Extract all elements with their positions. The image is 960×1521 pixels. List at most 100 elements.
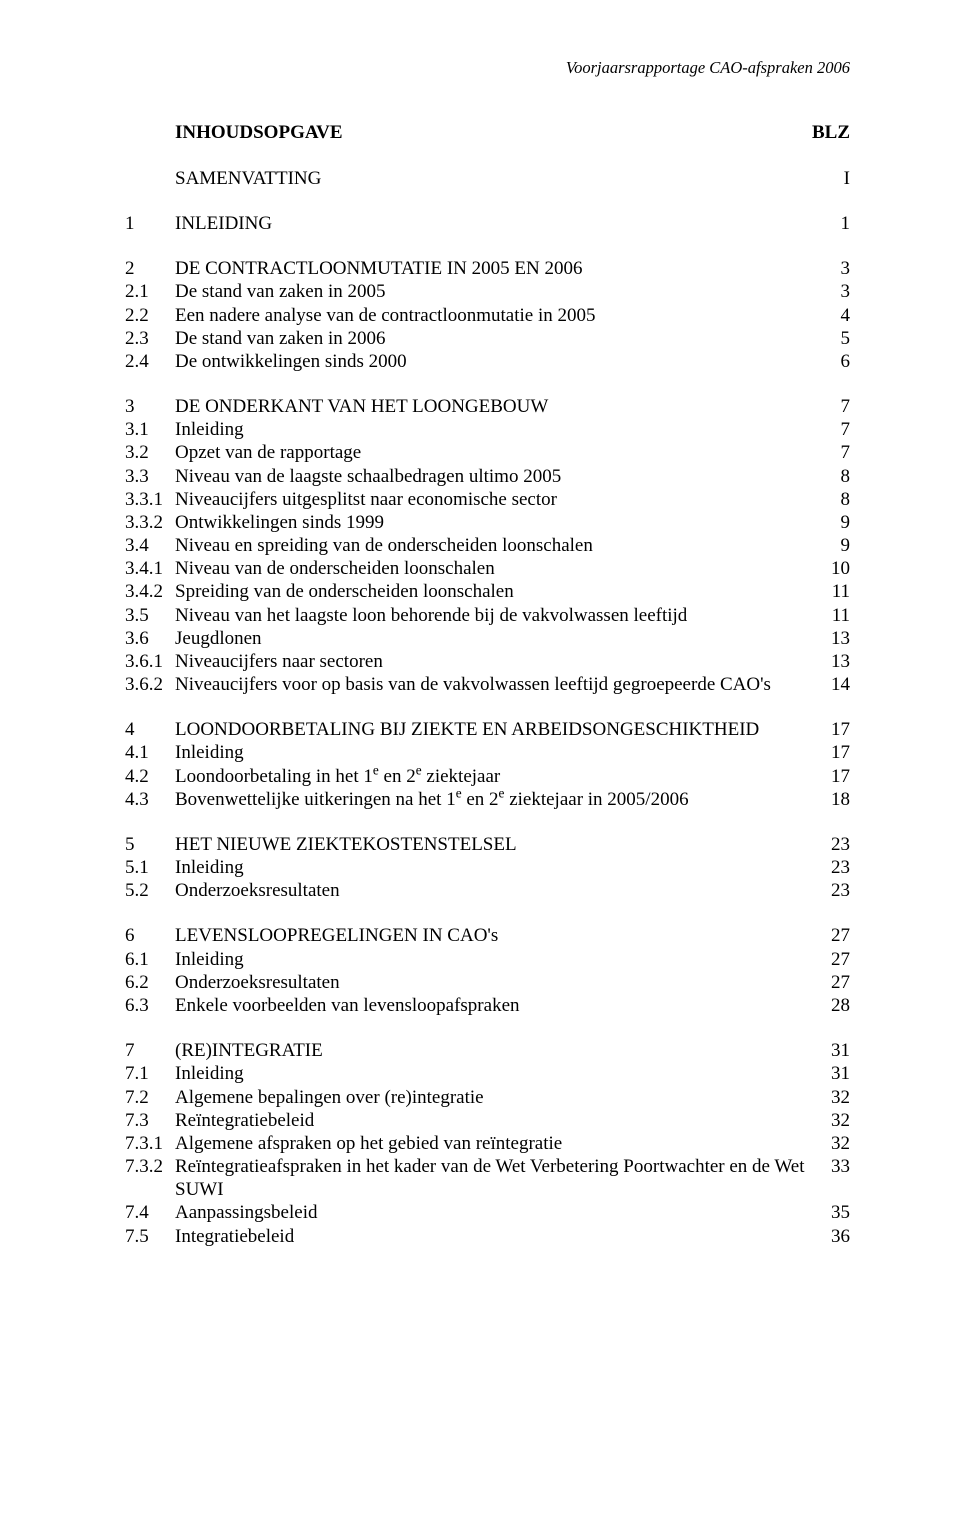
toc-entry-number: 3.3.2 bbox=[125, 511, 175, 534]
toc-header-row: INHOUDSOPGAVE BLZ bbox=[175, 122, 850, 144]
toc-entry-label: Niveau van het laagste loon behorende bi… bbox=[175, 604, 816, 627]
toc-row: 7.1Inleiding31 bbox=[125, 1062, 850, 1085]
toc-entry-label: LOONDOORBETALING BIJ ZIEKTE EN ARBEIDSON… bbox=[175, 718, 816, 741]
toc-entry-number: 3.4 bbox=[125, 534, 175, 557]
toc-summary-row: SAMENVATTING I bbox=[175, 168, 850, 190]
toc-entry-label: Niveaucijfers voor op basis van de vakvo… bbox=[175, 673, 816, 696]
toc-row: 3.3Niveau van de laagste schaalbedragen … bbox=[125, 465, 850, 488]
toc-entry-page: 8 bbox=[816, 488, 850, 511]
toc-group: 6LEVENSLOOPREGELINGEN IN CAO's276.1Inlei… bbox=[125, 924, 850, 1017]
toc-entry-number: 3.3.1 bbox=[125, 488, 175, 511]
toc-entry-label: DE ONDERKANT VAN HET LOONGEBOUW bbox=[175, 395, 816, 418]
toc-entry-label: Niveaucijfers naar sectoren bbox=[175, 650, 816, 673]
toc-entry-page: 11 bbox=[816, 580, 850, 603]
toc-entry-number: 2.3 bbox=[125, 327, 175, 350]
toc-row: 7.3.2Reïntegratieafspraken in het kader … bbox=[125, 1155, 850, 1201]
toc-entry-page: 1 bbox=[816, 212, 850, 235]
toc-row: 7.3Reïntegratiebeleid32 bbox=[125, 1109, 850, 1132]
toc-row: 2.2Een nadere analyse van de contractloo… bbox=[125, 304, 850, 327]
toc-group: 2DE CONTRACTLOONMUTATIE IN 2005 EN 20063… bbox=[125, 257, 850, 373]
toc-entry-number: 3.4.2 bbox=[125, 580, 175, 603]
toc-entry-label: Inleiding bbox=[175, 418, 816, 441]
toc-entry-label: Inleiding bbox=[175, 1062, 816, 1085]
toc-entry-page: 14 bbox=[816, 673, 850, 696]
toc-entry-number: 4 bbox=[125, 718, 175, 741]
toc-entry-label: Ontwikkelingen sinds 1999 bbox=[175, 511, 816, 534]
toc-row: 5HET NIEUWE ZIEKTEKOSTENSTELSEL23 bbox=[125, 833, 850, 856]
toc-row: 2.4De ontwikkelingen sinds 20006 bbox=[125, 350, 850, 373]
toc-entry-page: 31 bbox=[816, 1039, 850, 1062]
toc-entry-page: 27 bbox=[816, 971, 850, 994]
toc-entry-page: 11 bbox=[816, 604, 850, 627]
toc-entry-label: DE CONTRACTLOONMUTATIE IN 2005 EN 2006 bbox=[175, 257, 816, 280]
toc-row: 3.3.1Niveaucijfers uitgesplitst naar eco… bbox=[125, 488, 850, 511]
toc-summary-label: SAMENVATTING bbox=[175, 168, 321, 190]
toc-row: 4.2Loondoorbetaling in het 1e en 2e ziek… bbox=[125, 765, 850, 788]
toc-entry-label: Inleiding bbox=[175, 856, 816, 879]
toc-entry-page: 10 bbox=[816, 557, 850, 580]
toc-entry-label: (RE)INTEGRATIE bbox=[175, 1039, 816, 1062]
toc-row: 7.4Aanpassingsbeleid35 bbox=[125, 1201, 850, 1224]
toc-entry-page: 17 bbox=[816, 741, 850, 764]
toc-entry-number: 3.6 bbox=[125, 627, 175, 650]
toc-row: 3.4.1Niveau van de onderscheiden loonsch… bbox=[125, 557, 850, 580]
toc-entry-label: Reïntegratieafspraken in het kader van d… bbox=[175, 1155, 816, 1201]
toc-entry-label: Aanpassingsbeleid bbox=[175, 1201, 816, 1224]
toc-entry-page: 33 bbox=[816, 1155, 850, 1178]
toc-row: 3.2Opzet van de rapportage7 bbox=[125, 441, 850, 464]
toc-entry-number: 6 bbox=[125, 924, 175, 947]
table-of-contents: 1INLEIDING12DE CONTRACTLOONMUTATIE IN 20… bbox=[125, 212, 850, 1248]
toc-entry-number: 7.5 bbox=[125, 1225, 175, 1248]
toc-row: 3.5Niveau van het laagste loon behorende… bbox=[125, 604, 850, 627]
toc-entry-number: 5.1 bbox=[125, 856, 175, 879]
toc-entry-page: 23 bbox=[816, 879, 850, 902]
toc-entry-label: Inleiding bbox=[175, 741, 816, 764]
toc-entry-number: 2.1 bbox=[125, 280, 175, 303]
toc-page-column-label: BLZ bbox=[812, 122, 850, 144]
toc-entry-label: Niveau van de laagste schaalbedragen ult… bbox=[175, 465, 816, 488]
toc-row: 4LOONDOORBETALING BIJ ZIEKTE EN ARBEIDSO… bbox=[125, 718, 850, 741]
toc-row: 3.6Jeugdlonen13 bbox=[125, 627, 850, 650]
toc-entry-label: Een nadere analyse van de contractloonmu… bbox=[175, 304, 816, 327]
toc-row: 4.3Bovenwettelijke uitkeringen na het 1e… bbox=[125, 788, 850, 811]
toc-entry-number: 7.4 bbox=[125, 1201, 175, 1224]
toc-entry-number: 7.3 bbox=[125, 1109, 175, 1132]
toc-entry-label: Onderzoeksresultaten bbox=[175, 971, 816, 994]
toc-entry-page: 32 bbox=[816, 1086, 850, 1109]
toc-entry-page: 27 bbox=[816, 924, 850, 947]
toc-entry-page: 8 bbox=[816, 465, 850, 488]
toc-entry-page: 4 bbox=[816, 304, 850, 327]
toc-entry-label: Algemene afspraken op het gebied van reï… bbox=[175, 1132, 816, 1155]
toc-entry-page: 17 bbox=[816, 765, 850, 788]
toc-group: 3DE ONDERKANT VAN HET LOONGEBOUW73.1Inle… bbox=[125, 395, 850, 696]
toc-row: 2.1De stand van zaken in 20053 bbox=[125, 280, 850, 303]
toc-summary-page: I bbox=[844, 168, 850, 190]
toc-entry-label: INLEIDING bbox=[175, 212, 816, 235]
toc-entry-label: Algemene bepalingen over (re)integratie bbox=[175, 1086, 816, 1109]
toc-entry-page: 27 bbox=[816, 948, 850, 971]
toc-entry-number: 3.4.1 bbox=[125, 557, 175, 580]
toc-entry-page: 7 bbox=[816, 418, 850, 441]
toc-row: 6.3Enkele voorbeelden van levensloopafsp… bbox=[125, 994, 850, 1017]
toc-entry-page: 23 bbox=[816, 856, 850, 879]
toc-entry-page: 28 bbox=[816, 994, 850, 1017]
toc-row: 2.3De stand van zaken in 20065 bbox=[125, 327, 850, 350]
toc-row: 3.3.2Ontwikkelingen sinds 19999 bbox=[125, 511, 850, 534]
toc-entry-number: 3.3 bbox=[125, 465, 175, 488]
toc-entry-page: 13 bbox=[816, 650, 850, 673]
toc-entry-number: 7.3.1 bbox=[125, 1132, 175, 1155]
toc-entry-page: 13 bbox=[816, 627, 850, 650]
toc-entry-page: 31 bbox=[816, 1062, 850, 1085]
toc-entry-label: Loondoorbetaling in het 1e en 2e ziektej… bbox=[175, 765, 816, 788]
toc-row: 3DE ONDERKANT VAN HET LOONGEBOUW7 bbox=[125, 395, 850, 418]
toc-entry-label: Niveau van de onderscheiden loonschalen bbox=[175, 557, 816, 580]
toc-row: 5.2Onderzoeksresultaten23 bbox=[125, 879, 850, 902]
toc-entry-number: 6.2 bbox=[125, 971, 175, 994]
toc-entry-label: Niveau en spreiding van de onderscheiden… bbox=[175, 534, 816, 557]
toc-entry-page: 3 bbox=[816, 257, 850, 280]
toc-entry-number: 4.3 bbox=[125, 788, 175, 811]
toc-row: 3.4.2Spreiding van de onderscheiden loon… bbox=[125, 580, 850, 603]
toc-entry-label: Niveaucijfers uitgesplitst naar economis… bbox=[175, 488, 816, 511]
toc-entry-number: 6.3 bbox=[125, 994, 175, 1017]
toc-entry-number: 3.6.2 bbox=[125, 673, 175, 696]
